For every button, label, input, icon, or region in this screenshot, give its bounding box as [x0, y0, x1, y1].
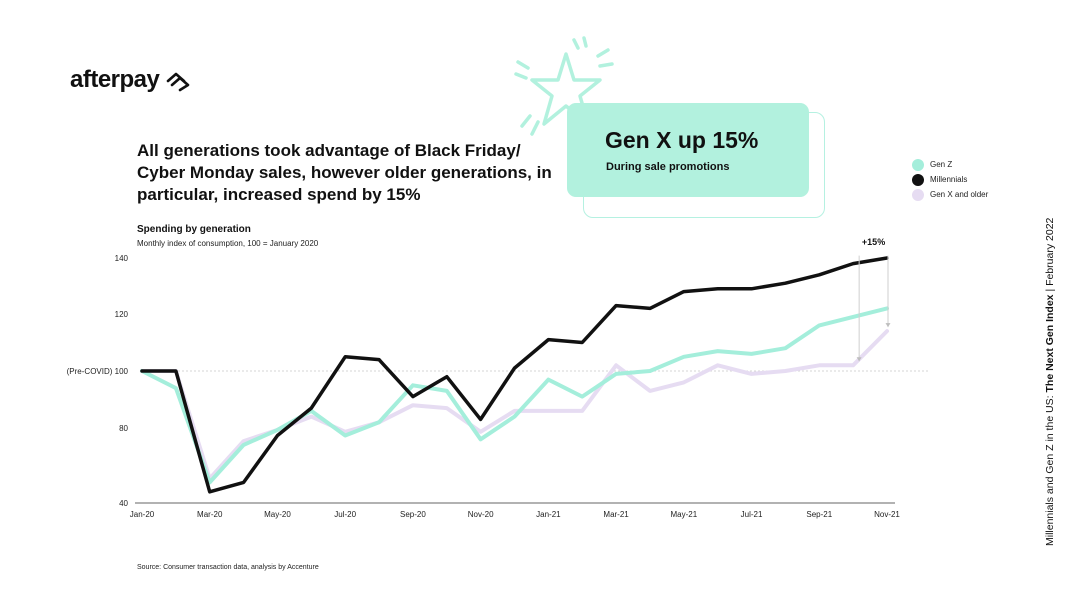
- afterpay-logo: afterpay: [70, 66, 192, 94]
- y-tick-label: 80: [119, 424, 128, 433]
- y-tick-label: (Pre-COVID) 100: [67, 367, 129, 376]
- x-tick-label: May-21: [670, 510, 697, 519]
- headline: All generations took advantage of Black …: [137, 141, 552, 204]
- legend-swatch-millennials: [912, 173, 924, 186]
- x-tick-label: Jul-21: [741, 510, 763, 519]
- legend-swatch-genz: [912, 158, 924, 171]
- legend-item-genz: Gen Z: [912, 157, 988, 172]
- afterpay-arrows-icon: [167, 72, 190, 92]
- legend-item-millennials: Millennials: [912, 172, 988, 187]
- x-tick-label: Mar-20: [197, 510, 223, 519]
- legend-label-genx: Gen X and older: [930, 190, 989, 199]
- series-line-millennials: [140, 256, 889, 494]
- callout-title: Gen X up 15%: [605, 127, 759, 153]
- x-tick-label: Mar-21: [603, 510, 629, 519]
- x-tick-label: Jan-21: [536, 510, 561, 519]
- annotation-arrow-head: [885, 323, 891, 328]
- brand-name: afterpay: [70, 66, 160, 93]
- side-caption-suffix: | February 2022: [1044, 217, 1056, 295]
- x-tick-label: Nov-20: [468, 510, 494, 519]
- legend-swatch-genx: [912, 188, 924, 201]
- side-caption-prefix: Millennials and Gen Z in the US:: [1044, 392, 1056, 546]
- star-burst-icon: [514, 36, 614, 136]
- series-line-genx: [140, 329, 889, 481]
- x-tick-label: Sep-20: [400, 510, 426, 519]
- y-tick-label: 120: [115, 310, 129, 319]
- x-tick-label: Nov-21: [874, 510, 900, 519]
- legend-item-genx: Gen X and older: [912, 187, 988, 202]
- chart-legend: Gen Z Millennials Gen X and older: [912, 157, 988, 202]
- legend-label-millennials: Millennials: [930, 175, 968, 184]
- chart-subtitle: Monthly index of consumption, 100 = Janu…: [137, 239, 319, 248]
- annotation-arrow-head: [856, 357, 862, 362]
- callout-box: Gen X up 15% During sale promotions: [567, 103, 809, 197]
- x-tick-label: Sep-21: [806, 510, 832, 519]
- legend-label-genz: Gen Z: [930, 160, 953, 169]
- x-tick-label: May-20: [264, 510, 291, 519]
- chart-title: Spending by generation: [137, 224, 251, 235]
- side-caption-bold: The Next Gen Index: [1044, 294, 1056, 393]
- x-tick-label: Jul-20: [334, 510, 356, 519]
- annotation-label: +15%: [862, 237, 885, 247]
- y-tick-label: 140: [115, 254, 129, 263]
- x-tick-label: Jan-20: [130, 510, 155, 519]
- y-tick-label: 40: [119, 499, 128, 508]
- source-note: Source: Consumer transaction data, analy…: [137, 564, 319, 571]
- side-caption: Millennials and Gen Z in the US: The Nex…: [1044, 218, 1056, 546]
- callout-subtitle: During sale promotions: [606, 161, 730, 173]
- series-line-genz: [140, 306, 889, 485]
